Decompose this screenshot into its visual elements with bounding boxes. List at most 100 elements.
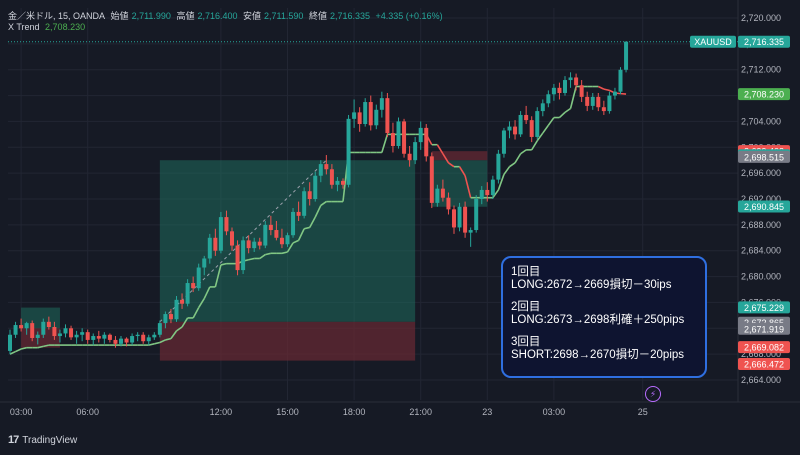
candle-body xyxy=(446,197,451,210)
candle-body xyxy=(485,189,490,196)
candle-body xyxy=(218,217,223,251)
y-tick-label: 2,696.000 xyxy=(741,168,781,178)
x-trend-segment xyxy=(464,175,472,198)
x-trend-segment xyxy=(9,350,16,355)
candle-body xyxy=(141,334,146,342)
x-trend-segment xyxy=(497,174,505,191)
x-trend-segment xyxy=(381,134,389,153)
price-label-bg xyxy=(738,358,790,371)
candle-body xyxy=(457,206,462,228)
candle-body xyxy=(241,240,246,271)
price-label-text: 2,675.229 xyxy=(744,303,784,313)
y-tick-label: 2,720.000 xyxy=(741,13,781,23)
candle-body xyxy=(379,98,384,110)
candle-body xyxy=(296,211,301,216)
candle-body xyxy=(479,189,484,199)
time-axis[interactable]: 03:00 06:00 12:00 15:00 18:00 21:00 23 03:00 25 xyxy=(10,407,648,417)
candle-body xyxy=(302,191,307,216)
candle-body xyxy=(69,328,74,338)
candle-body xyxy=(163,314,168,324)
candle-body xyxy=(435,188,440,203)
candle-body xyxy=(146,337,151,342)
x-trend-segment xyxy=(265,252,272,256)
candle-body xyxy=(107,334,112,340)
candle-body xyxy=(130,336,135,343)
x-trend-segment xyxy=(308,216,316,228)
candle-body xyxy=(268,224,273,231)
candle-body xyxy=(424,127,429,157)
x-trend-segment xyxy=(442,153,450,164)
x-trend-segment xyxy=(520,149,527,155)
candle-body xyxy=(490,179,495,196)
x-trend-segment xyxy=(558,111,566,119)
note-entry: 3回目 SHORT:2698→2670損切－20pips xyxy=(511,336,705,362)
x-trend-segment xyxy=(564,107,572,114)
tradingview-branding[interactable]: 17 TradingView xyxy=(8,434,77,446)
note-entry-text: LONG:2673→2698利確＋250pips xyxy=(511,314,685,326)
x-trend-segment xyxy=(248,257,255,261)
price-label-text: 2,690.845 xyxy=(744,202,784,212)
candle-body xyxy=(574,77,579,86)
candle-body xyxy=(35,334,40,338)
y-tick-label: 2,668.000 xyxy=(741,349,781,359)
x-trend-segment xyxy=(458,166,466,177)
y-tick-label: 2,692.000 xyxy=(741,194,781,204)
x-trend-segment xyxy=(220,262,227,266)
candle-body xyxy=(518,114,523,135)
candle-body xyxy=(607,95,612,112)
x-trend-segment xyxy=(165,337,172,341)
price-label-bg xyxy=(738,200,790,213)
instrument-title[interactable]: 金／米ドル, 15, OANDA xyxy=(8,11,106,21)
candle-body xyxy=(279,237,284,245)
loss-zone xyxy=(159,321,416,361)
candle-body xyxy=(152,334,157,338)
note-entry-title: 2回目 xyxy=(511,301,541,313)
price-label-text: 2,716.335 xyxy=(744,37,784,47)
legend-ohlc: 金／米ドル, 15, OANDA 始値 2,711.990 高値 2,716.400… xyxy=(8,9,446,22)
x-trend-segment xyxy=(198,298,205,309)
close-value: 2,716.335 xyxy=(329,11,370,21)
candle-body xyxy=(440,188,445,198)
candle-body xyxy=(596,96,601,108)
x-tick-label: 06:00 xyxy=(76,407,99,417)
note-entry-title: 3回目 xyxy=(511,336,541,348)
candle-body xyxy=(618,69,623,92)
high-label: 高値 xyxy=(176,11,195,21)
lightning-icon[interactable]: ⚡ xyxy=(645,386,661,402)
candle-body xyxy=(318,164,323,176)
candle-body xyxy=(135,334,140,337)
candle-body xyxy=(96,336,101,339)
candle-body xyxy=(157,323,162,335)
y-tick-label: 2,664.000 xyxy=(741,375,781,385)
x-trend-segment xyxy=(492,189,500,199)
candle-body xyxy=(396,121,401,146)
candle-body xyxy=(413,142,418,161)
price-label-bg xyxy=(738,301,790,314)
candle-body xyxy=(474,199,479,231)
candle-body xyxy=(524,114,529,121)
legend-indicator[interactable]: X Trend 2,708.230 xyxy=(8,22,88,32)
candle-body xyxy=(568,77,573,81)
candle-body xyxy=(557,87,562,93)
candle-body xyxy=(335,180,340,185)
x-trend-segment xyxy=(503,166,511,175)
price-label-text: 2,698.515 xyxy=(744,152,784,162)
price-label-bg xyxy=(738,341,790,354)
candle-body xyxy=(368,102,373,126)
candle-body xyxy=(102,334,107,339)
candle-body xyxy=(30,323,35,338)
open-label: 始値 xyxy=(110,11,129,21)
price-label-text: 2,669.082 xyxy=(744,343,784,353)
candle-body xyxy=(185,283,190,304)
x-trend-segment xyxy=(281,251,288,255)
candle-body xyxy=(579,85,584,97)
y-tick-label: 2,688.000 xyxy=(741,220,781,230)
candle-body xyxy=(563,80,567,93)
candle-body xyxy=(612,91,617,96)
price-label-bg xyxy=(738,88,790,101)
x-trend-segment xyxy=(15,348,22,353)
candle-body xyxy=(213,237,218,251)
candle-body xyxy=(363,102,368,125)
candle-body xyxy=(191,283,196,289)
